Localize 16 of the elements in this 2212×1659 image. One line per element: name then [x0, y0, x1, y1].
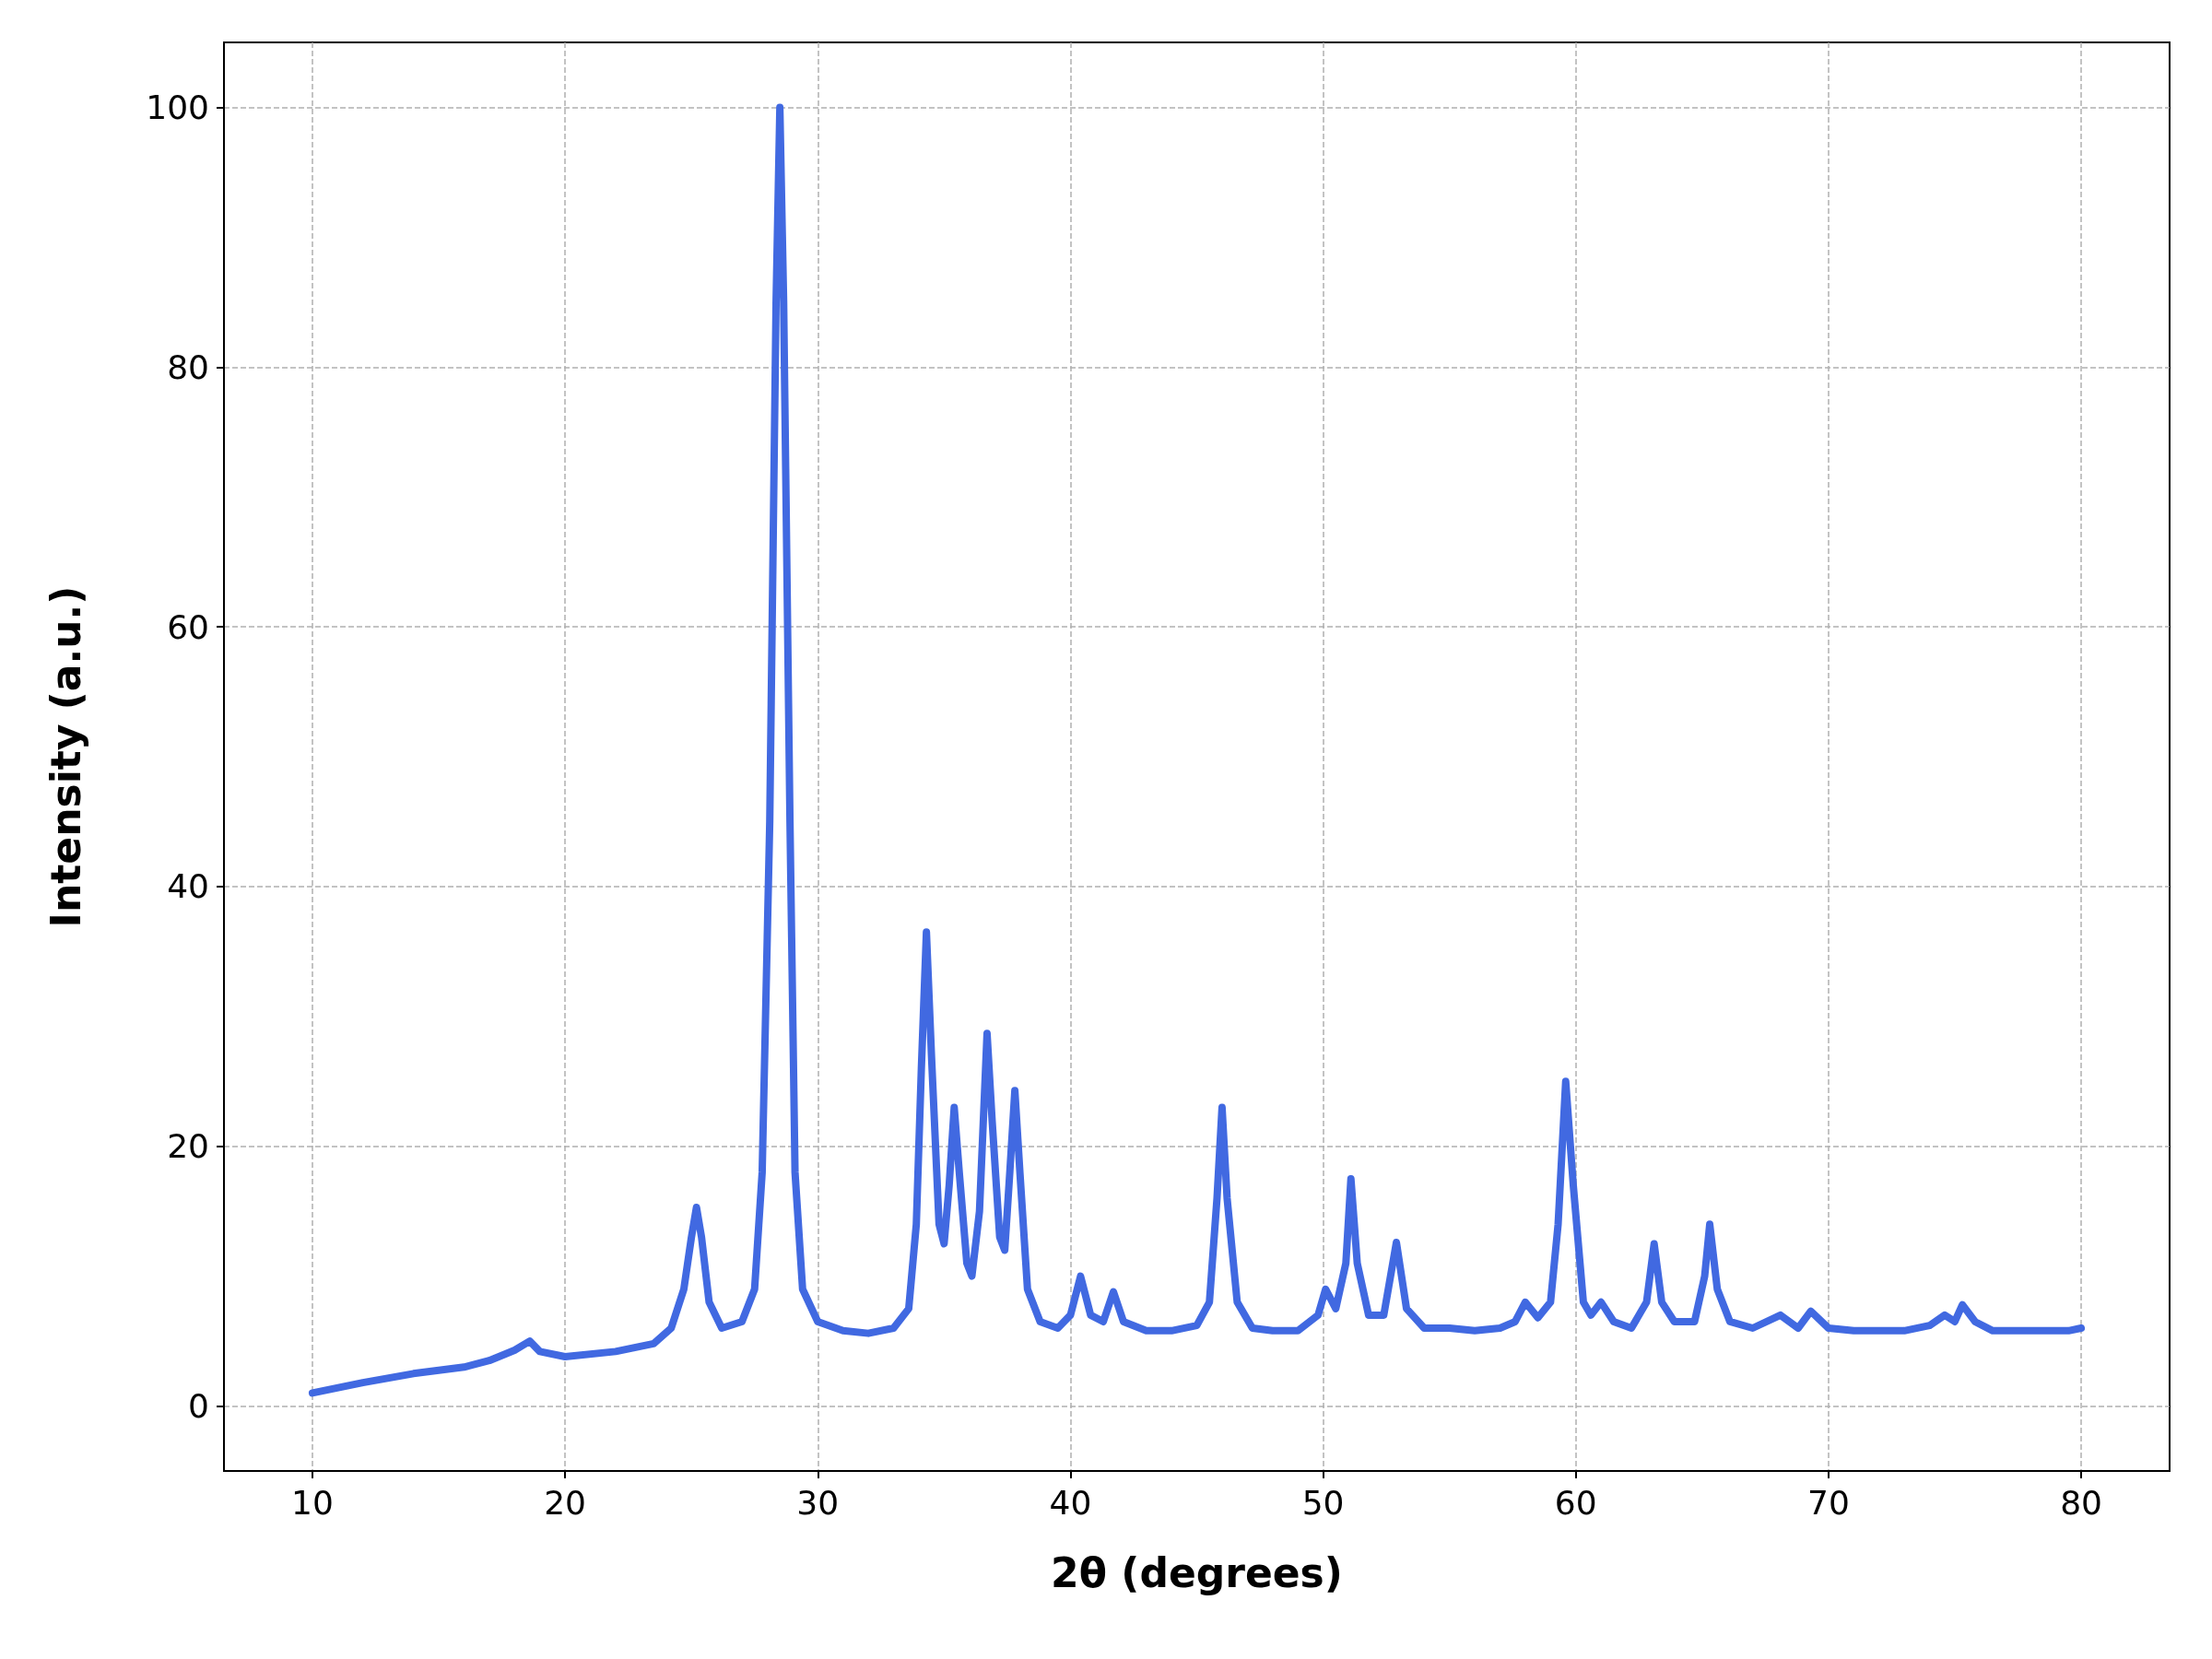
y-tick-label: 100 [146, 88, 209, 126]
y-tick-label: 0 [188, 1387, 209, 1426]
x-tick-label: 70 [1806, 1483, 1850, 1522]
x-tick-label: 30 [796, 1483, 840, 1522]
x-tick-label: 20 [544, 1483, 587, 1522]
y-axis-title: Intensity (a.u.) [41, 585, 89, 928]
x-axis-title: 2θ (degrees) [1051, 1548, 1343, 1596]
y-tick-label: 20 [167, 1127, 209, 1166]
x-tick-label: 50 [1301, 1483, 1345, 1522]
y-tick-label: 60 [167, 607, 209, 646]
x-tick-label: 10 [291, 1483, 334, 1522]
x-tick-label: 40 [1049, 1483, 1092, 1522]
x-tick-label: 80 [2060, 1483, 2102, 1522]
y-tick-label: 80 [167, 347, 209, 386]
x-tick-label: 60 [1554, 1483, 1597, 1522]
y-tick-label: 40 [167, 867, 209, 906]
